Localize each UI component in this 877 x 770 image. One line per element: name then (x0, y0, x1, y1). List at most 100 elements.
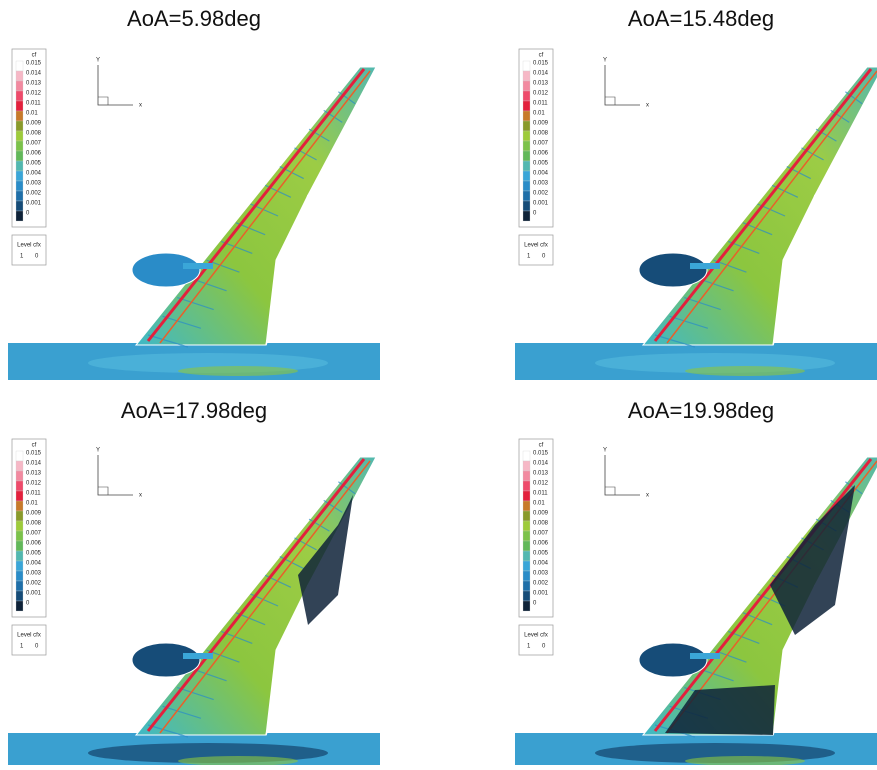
pylon (183, 653, 213, 659)
nacelle (639, 253, 707, 287)
legend-swatch (523, 71, 530, 81)
legend-swatch (16, 551, 23, 561)
nacelle (132, 253, 200, 287)
level-header: Level cfx (17, 243, 41, 249)
level-header: Level cfx (524, 633, 548, 639)
legend-swatch (16, 161, 23, 171)
legend-label: 0.004 (533, 561, 549, 567)
legend-title: cf (539, 443, 544, 449)
legend-label: 0.01 (533, 501, 545, 507)
legend-swatch (523, 471, 530, 481)
nacelle (132, 643, 200, 677)
legend-swatch (523, 211, 530, 221)
legend-label: 0.002 (26, 191, 42, 197)
legend-label: 0.01 (533, 111, 545, 117)
legend-swatch (16, 121, 23, 131)
legend-label: 0.012 (533, 91, 549, 97)
legend-label: 0.012 (533, 481, 549, 487)
cfd-panel: cf0.0150.0140.0130.0120.0110.010.0090.00… (515, 45, 877, 380)
legend-swatch (16, 81, 23, 91)
legend-swatch (16, 191, 23, 201)
legend-label: 0.008 (26, 131, 42, 137)
legend-swatch (16, 571, 23, 581)
legend-title: cf (539, 53, 544, 59)
legend-label: 0.006 (533, 151, 549, 157)
legend-swatch (523, 581, 530, 591)
legend-label: 0.008 (533, 521, 549, 527)
cfd-panel: cf0.0150.0140.0130.0120.0110.010.0090.00… (8, 45, 380, 380)
legend-label: 0.014 (533, 71, 549, 77)
legend-label: 0.01 (26, 501, 38, 507)
legend-label: 0.014 (26, 461, 42, 467)
legend-label: 0.008 (26, 521, 42, 527)
legend-label: 0.011 (26, 491, 41, 497)
figure: AoA=5.98deg cf 0.015 0.014 0.013 0.012 0.011 0.… (0, 0, 877, 765)
legend-label: 0.004 (26, 171, 42, 177)
legend-label: 0.012 (26, 481, 42, 487)
legend-label: 0.009 (533, 121, 549, 127)
legend-label: 0.004 (26, 561, 42, 567)
panel-title: AoA=17.98deg (121, 398, 267, 423)
axis-label: Y (603, 58, 607, 64)
legend-label: 0.003 (533, 571, 549, 577)
legend-label: 0.007 (533, 141, 549, 147)
legend-swatch (523, 131, 530, 141)
legend-label: 0.003 (26, 181, 42, 187)
nacelle (639, 643, 707, 677)
legend-swatch (16, 471, 23, 481)
legend-label: 0.01 (26, 111, 38, 117)
pylon (183, 263, 213, 269)
legend-swatch (16, 601, 23, 611)
axis-label: Y (96, 58, 100, 64)
legend-label: 0.007 (26, 141, 42, 147)
legend-swatch (523, 191, 530, 201)
cfd-panel: cf0.0150.0140.0130.0120.0110.010.0090.00… (8, 435, 380, 765)
legend-label: 0.014 (533, 461, 549, 467)
legend-label: 0.003 (533, 181, 549, 187)
legend-swatch (523, 181, 530, 191)
legend-swatch (16, 591, 23, 601)
legend-label: 0.009 (533, 511, 549, 517)
level-header: Level cfx (17, 633, 41, 639)
axis-label: Y (603, 448, 607, 454)
ground-shade (178, 366, 298, 376)
legend-label: 0.013 (26, 471, 42, 477)
legend-label: 0.002 (533, 581, 549, 587)
legend-swatch (16, 181, 23, 191)
legend-swatch (523, 481, 530, 491)
legend-swatch (523, 121, 530, 131)
legend-swatch (16, 531, 23, 541)
legend-label: 0.002 (26, 581, 42, 587)
legend-label: 0.011 (26, 101, 41, 107)
pylon (690, 653, 720, 659)
legend-label: 0.009 (26, 121, 42, 127)
legend-swatch (523, 521, 530, 531)
legend-label: 0.011 (533, 101, 548, 107)
legend-swatch (523, 201, 530, 211)
legend-label: 0.007 (533, 531, 549, 537)
legend-swatch (523, 571, 530, 581)
legend-label: 0.001 (533, 591, 549, 597)
legend-swatch (523, 501, 530, 511)
level-box (12, 235, 46, 265)
legend-swatch (523, 111, 530, 121)
level-box (519, 235, 553, 265)
legend-swatch (523, 101, 530, 111)
legend-label: 0.015 (533, 61, 549, 67)
legend-label: 0.006 (533, 541, 549, 547)
legend-label: 0.015 (533, 451, 549, 457)
legend-swatch (16, 111, 23, 121)
legend-swatch (523, 151, 530, 161)
legend-swatch (16, 171, 23, 181)
axis-label: x (139, 493, 142, 499)
legend-swatch (523, 601, 530, 611)
panel-title: AoA=5.98deg (127, 6, 261, 31)
legend-swatch (16, 501, 23, 511)
legend-swatch (16, 211, 23, 221)
legend-title: cf (32, 53, 37, 59)
legend-label: 0.013 (26, 81, 42, 87)
legend-label: 0.006 (26, 541, 42, 547)
legend-swatch (523, 161, 530, 171)
legend-swatch (523, 461, 530, 471)
legend-swatch (523, 561, 530, 571)
